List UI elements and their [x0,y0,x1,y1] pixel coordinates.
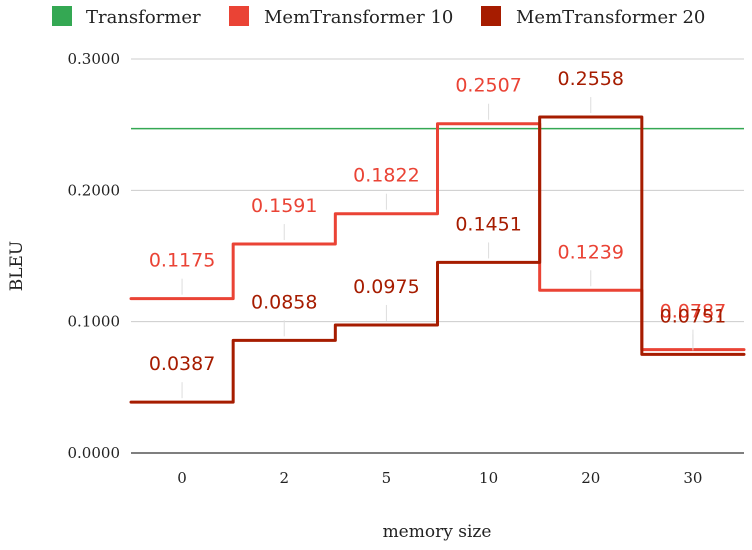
legend-swatch-transformer [52,6,72,26]
data-label: 0.2507 [455,75,521,97]
x-tick-label: 0 [177,469,187,487]
y-tick-label: 0.3000 [68,50,121,68]
x-axis-title: memory size [383,522,492,542]
x-tick-label: 2 [279,469,289,487]
data-label: 0.1239 [558,241,624,263]
series-layer [129,115,746,404]
gridlines [131,58,744,454]
data-label: 0.0975 [353,276,419,298]
data-label: 0.1822 [353,165,419,187]
y-axis-title: BLEU [7,241,27,292]
x-tick-label: 30 [683,469,702,487]
data-label-layer: 0.1175 0.1591 0.1822 0.2507 0.1239 0.0787 0.03… [149,68,726,399]
legend-swatch-memtransformer-20 [481,6,501,26]
legend-swatch-memtransformer-10 [229,6,249,26]
data-label: 0.1451 [455,213,521,235]
x-tick-label: 10 [479,469,498,487]
data-label: 0.0387 [149,353,215,375]
y-tick-label: 0.1000 [68,313,121,331]
x-tick-label: 5 [382,469,392,487]
y-axis-ticks: 0.0000 0.1000 0.2000 0.3000 [68,50,121,462]
x-axis-ticks: 0 2 5 10 20 30 [177,469,702,487]
legend-item-memtransformer-20[interactable]: MemTransformer 20 [481,6,705,28]
data-label: 0.1591 [251,195,317,217]
legend-item-transformer[interactable]: Transformer [52,6,201,28]
legend-item-memtransformer-10[interactable]: MemTransformer 10 [229,6,453,28]
legend-label-memtransformer-10: MemTransformer 10 [264,7,453,28]
legend-label-transformer: Transformer [86,7,201,28]
y-tick-label: 0.2000 [68,181,121,199]
y-tick-label: 0.0000 [68,444,121,462]
data-label: 0.0787 [660,301,726,323]
data-label: 0.2558 [558,68,624,90]
series-line-memtransformer-20 [129,115,746,404]
data-label: 0.0858 [251,291,317,313]
legend: Transformer MemTransformer 10 MemTransfo… [52,6,705,28]
x-tick-label: 20 [581,469,600,487]
legend-label-memtransformer-20: MemTransformer 20 [516,7,705,28]
data-label: 0.1175 [149,250,215,272]
data-label: 0.0751 [660,305,726,327]
